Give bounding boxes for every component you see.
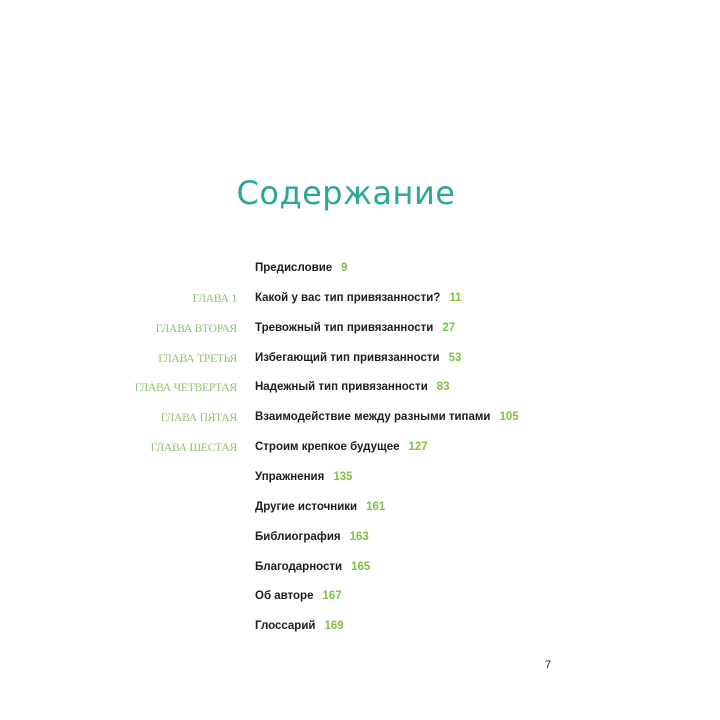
toc-entry[interactable]: Библиография 163 bbox=[0, 530, 720, 550]
entry-title-wrap: Взаимодействие между разными типами 105 bbox=[255, 411, 519, 423]
entry-title: Избегающий тип привязанности bbox=[255, 351, 440, 364]
toc-entry[interactable]: Об авторе 167 bbox=[0, 589, 720, 609]
entry-title-wrap: Глоссарий 169 bbox=[255, 620, 344, 632]
chapter-label: ГЛАВА ТРЕТЬЯ bbox=[158, 352, 237, 365]
entry-title: Строим крепкое будущее bbox=[255, 441, 400, 454]
entry-page-number: 83 bbox=[436, 381, 450, 394]
entry-page-number: 161 bbox=[366, 500, 386, 513]
toc-entry[interactable]: ГЛАВА ВТОРАЯ Тревожный тип привязанности 2… bbox=[0, 321, 720, 341]
toc-entry[interactable]: ГЛАВА ПЯТАЯ Взаимодействие между разными … bbox=[0, 410, 720, 430]
entry-page-number: 169 bbox=[324, 620, 344, 633]
entry-title: Глоссарий bbox=[255, 620, 316, 633]
entry-title-wrap: Тревожный тип привязанности 27 bbox=[255, 322, 455, 334]
entry-title: Надежный тип привязанности bbox=[255, 381, 428, 394]
entry-title: Упражнения bbox=[255, 470, 325, 483]
entry-title-wrap: Надежный тип привязанности 83 bbox=[255, 381, 450, 393]
page-number: 7 bbox=[545, 659, 552, 671]
chapter-label: ГЛАВА ПЯТАЯ bbox=[160, 412, 237, 425]
entry-title-wrap: Библиография 163 bbox=[255, 531, 369, 543]
chapter-label: ГЛАВА ВТОРАЯ bbox=[155, 322, 237, 335]
entry-title-wrap: Какой у вас тип привязанности? 11 bbox=[255, 292, 461, 304]
entry-title: Предисловие bbox=[255, 262, 333, 274]
toc-entry[interactable]: Другие источники 161 bbox=[0, 500, 720, 520]
entry-page-number: 11 bbox=[449, 291, 462, 304]
entry-page-number: 53 bbox=[448, 351, 462, 364]
toc-entry[interactable]: Благодарности 165 bbox=[0, 560, 720, 580]
entry-page-number: 127 bbox=[408, 441, 428, 454]
toc-entry[interactable]: Предисловие 9 bbox=[0, 261, 720, 281]
entry-title: Благодарности bbox=[255, 560, 343, 573]
toc-entry[interactable]: ГЛАВА 1 Какой у вас тип привязанности? 11 bbox=[0, 291, 720, 311]
entry-title-wrap: Упражнения 135 bbox=[255, 471, 353, 483]
entry-page-number: 165 bbox=[351, 560, 371, 573]
toc-entry[interactable]: ГЛАВА ЧЕТВЕРТАЯ Надежный тип привязанност… bbox=[0, 380, 720, 400]
toc-entry[interactable]: Глоссарий 169 bbox=[0, 619, 720, 639]
entry-title-wrap: Другие источники 161 bbox=[255, 501, 385, 513]
entry-title: Другие источники bbox=[255, 500, 358, 513]
entry-title: Взаимодействие между разными типами bbox=[255, 411, 491, 424]
toc-entry[interactable]: ГЛАВА ТРЕТЬЯ Избегающий тип привязанности… bbox=[0, 351, 720, 371]
entry-title: Библиография bbox=[255, 530, 341, 543]
chapter-label: ГЛАВА ШЕСТАЯ bbox=[150, 442, 238, 455]
entry-title-wrap: Избегающий тип привязанности 53 bbox=[255, 352, 461, 364]
chapter-label: ГЛАВА ЧЕТВЕРТАЯ bbox=[134, 382, 237, 395]
entry-title: Какой у вас тип привязанности? bbox=[255, 291, 441, 304]
entry-title-wrap: Строим крепкое будущее 127 bbox=[255, 441, 428, 453]
entry-page-number: 135 bbox=[333, 470, 353, 483]
chapter-label: ГЛАВА 1 bbox=[192, 292, 238, 305]
entry-page-number: 9 bbox=[341, 262, 348, 274]
toc-entry[interactable]: ГЛАВА ШЕСТАЯ Строим крепкое будущее 127 bbox=[0, 440, 720, 460]
page-title: Содержание bbox=[236, 174, 456, 212]
entry-title-wrap: Благодарности 165 bbox=[255, 561, 370, 573]
entry-page-number: 27 bbox=[442, 321, 456, 334]
entry-title: Об авторе bbox=[255, 590, 314, 603]
entry-page-number: 167 bbox=[322, 590, 342, 603]
entry-title-wrap: Об авторе 167 bbox=[255, 590, 342, 602]
toc-entry[interactable]: Упражнения 135 bbox=[0, 470, 720, 490]
entry-page-number: 105 bbox=[499, 411, 519, 424]
entry-title: Тревожный тип привязанности bbox=[255, 321, 434, 334]
entry-title-wrap: Предисловие 9 bbox=[255, 262, 348, 274]
entry-page-number: 163 bbox=[349, 530, 369, 543]
